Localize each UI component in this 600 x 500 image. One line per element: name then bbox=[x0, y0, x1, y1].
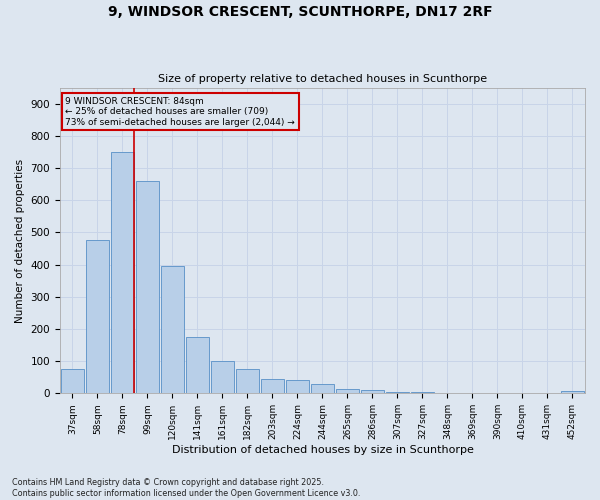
Bar bbox=[386, 392, 409, 394]
Bar bbox=[186, 337, 209, 394]
Bar bbox=[161, 266, 184, 394]
Bar bbox=[261, 379, 284, 394]
Bar bbox=[436, 392, 459, 394]
Bar bbox=[61, 369, 83, 394]
Text: 9 WINDSOR CRESCENT: 84sqm
← 25% of detached houses are smaller (709)
73% of semi: 9 WINDSOR CRESCENT: 84sqm ← 25% of detac… bbox=[65, 96, 295, 126]
Bar bbox=[561, 391, 584, 394]
Bar bbox=[86, 240, 109, 394]
Bar bbox=[136, 181, 158, 394]
Y-axis label: Number of detached properties: Number of detached properties bbox=[15, 158, 25, 322]
Bar bbox=[311, 384, 334, 394]
Bar bbox=[411, 392, 434, 394]
Bar bbox=[361, 390, 384, 394]
Text: Contains HM Land Registry data © Crown copyright and database right 2025.
Contai: Contains HM Land Registry data © Crown c… bbox=[12, 478, 361, 498]
Bar bbox=[336, 389, 359, 394]
Text: 9, WINDSOR CRESCENT, SCUNTHORPE, DN17 2RF: 9, WINDSOR CRESCENT, SCUNTHORPE, DN17 2R… bbox=[107, 5, 493, 19]
Bar bbox=[111, 152, 134, 394]
Bar bbox=[236, 369, 259, 394]
Bar bbox=[286, 380, 308, 394]
X-axis label: Distribution of detached houses by size in Scunthorpe: Distribution of detached houses by size … bbox=[172, 445, 473, 455]
Title: Size of property relative to detached houses in Scunthorpe: Size of property relative to detached ho… bbox=[158, 74, 487, 84]
Bar bbox=[211, 361, 233, 394]
